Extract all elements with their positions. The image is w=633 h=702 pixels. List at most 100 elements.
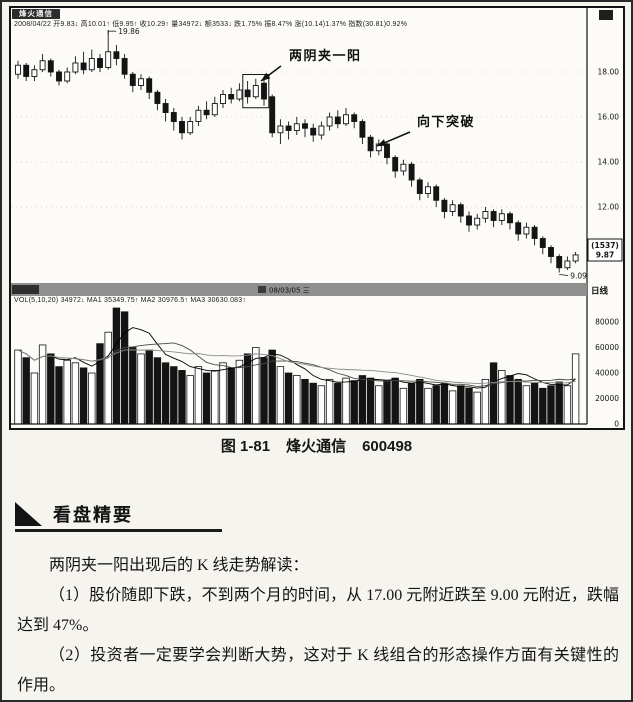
figure-number: 图 1-81	[220, 438, 271, 455]
volume-bar	[55, 366, 63, 425]
volume-bar	[194, 366, 203, 425]
candle-body	[539, 238, 546, 248]
price-tick-label: 12.00	[598, 203, 620, 212]
volume-bar	[334, 382, 342, 425]
volume-tick-label: 0	[614, 420, 619, 429]
volume-bar	[489, 362, 498, 425]
volume-bar	[30, 372, 39, 425]
section-header: 看盘精要	[15, 501, 133, 527]
candle-body	[441, 199, 448, 212]
candle-body	[359, 121, 366, 138]
candle-body	[318, 125, 325, 136]
candle-body	[228, 94, 235, 100]
candle-body	[302, 123, 308, 129]
candle-body	[466, 215, 472, 226]
volume-bar	[137, 353, 145, 425]
candle-body	[269, 96, 276, 134]
volume-bar	[260, 357, 268, 425]
figure-caption: 图 1-81 烽火通信 600498	[2, 435, 631, 456]
pane-divider-bar	[11, 283, 587, 296]
section-title: 看盘精要	[53, 505, 133, 525]
volume-bar	[448, 390, 457, 425]
volume-bar	[309, 382, 317, 425]
volume-bar	[416, 378, 424, 425]
volume-tick-label: 40000	[595, 369, 619, 378]
volume-bar	[432, 385, 440, 425]
candle-body	[252, 85, 259, 98]
candle-body	[146, 78, 153, 93]
candle-body	[343, 114, 349, 125]
candle-body	[261, 82, 267, 100]
volume-tick-label: 60000	[595, 343, 619, 352]
paragraph-2: （2）投资者一定要学会判断大势，这对于 K 线组合的形态操作方面有关键性的作用。	[17, 647, 619, 694]
annotation-arrow-head-icon	[261, 72, 271, 81]
divider-calendar-icon	[258, 286, 266, 293]
candle-body	[375, 143, 382, 152]
candle-body	[72, 62, 79, 73]
volume-bar	[366, 377, 375, 425]
volume-bar	[375, 385, 383, 425]
terminal-logo-icon	[599, 10, 613, 20]
volume-bar	[112, 307, 121, 425]
high-price-label: 19.86	[118, 27, 140, 36]
volume-bar	[104, 331, 112, 425]
volume-bar	[71, 362, 80, 425]
candle-body	[408, 163, 415, 181]
candle-body	[507, 213, 513, 224]
volume-bar	[514, 378, 522, 425]
candle-body	[457, 204, 464, 217]
candle-body	[285, 125, 292, 131]
volume-bar	[79, 367, 88, 425]
last-price-rank: (1537)	[591, 241, 619, 250]
volume-bar	[563, 385, 572, 425]
candle-body	[121, 58, 128, 75]
volume-bar	[457, 385, 465, 425]
candle-body	[15, 64, 21, 75]
volume-bar	[399, 387, 408, 425]
volume-bar	[506, 375, 514, 425]
candle-body	[80, 62, 87, 71]
volume-bar	[358, 375, 367, 425]
candle-body	[351, 114, 358, 122]
last-price-value: 9.87	[596, 251, 615, 260]
annotation-label: 两阴夹一阳	[289, 48, 362, 64]
volume-bar	[317, 385, 326, 425]
volume-bar	[547, 385, 555, 425]
volume-bar	[276, 366, 285, 425]
volume-bar	[120, 311, 129, 425]
candle-body	[211, 103, 218, 116]
candle-body	[515, 222, 522, 235]
volume-bar	[88, 372, 96, 425]
candle-body	[97, 58, 103, 68]
volume-bar	[14, 349, 22, 425]
candle-body	[293, 123, 300, 131]
price-tick-label: 18.00	[598, 68, 620, 77]
volume-bar	[153, 357, 162, 425]
caption-stock-code: 600498	[362, 438, 413, 455]
candle-body	[236, 89, 243, 100]
volume-ma-line	[17, 349, 576, 384]
candle-body	[39, 60, 46, 71]
volume-bar	[407, 382, 416, 425]
paragraph-1: （1）股价随即下跌，不到两个月的时间，从 17.00 元附近跌至 9.00 元附…	[17, 587, 619, 634]
volume-bar	[350, 380, 358, 425]
volume-bar	[293, 375, 301, 425]
volume-bar	[161, 362, 170, 425]
section-underline	[15, 529, 222, 532]
volume-bar	[383, 380, 391, 425]
candle-body	[244, 89, 251, 98]
last-price-box	[587, 238, 623, 262]
volume-bar	[522, 385, 531, 425]
candle-body	[334, 116, 341, 125]
candle-body	[277, 125, 284, 134]
candle-body	[490, 211, 497, 221]
candle-body	[310, 127, 317, 136]
candle-body	[170, 112, 177, 122]
volume-bar	[465, 387, 473, 425]
candle-body	[138, 78, 144, 86]
volume-bar	[284, 372, 293, 425]
volume-bar	[424, 387, 432, 425]
volume-bar	[235, 359, 244, 425]
candle-body	[88, 58, 95, 71]
volume-bar	[22, 357, 30, 425]
